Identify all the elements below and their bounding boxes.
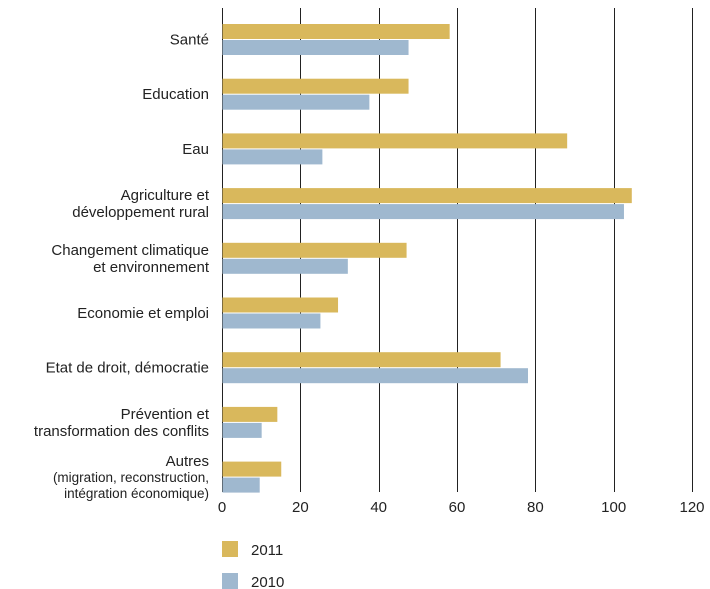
category-label: (migration, reconstruction, bbox=[53, 470, 209, 485]
bar-2011 bbox=[222, 133, 568, 149]
bar-2011 bbox=[222, 78, 409, 94]
category-label: transformation des conflits bbox=[34, 423, 209, 440]
category-label: Santé bbox=[170, 32, 209, 49]
bar-2011 bbox=[222, 352, 501, 368]
bar-2011 bbox=[222, 24, 450, 39]
category-label: Autres bbox=[166, 453, 209, 470]
category-label: Changement climatique bbox=[51, 242, 209, 259]
bar-2010 bbox=[222, 204, 624, 220]
x-tick-label: 80 bbox=[527, 499, 544, 516]
category-label: développement rural bbox=[72, 204, 209, 221]
category-label: et environnement bbox=[93, 259, 210, 276]
legend-swatch-2011 bbox=[222, 541, 238, 557]
legend: 2011 2010 bbox=[222, 541, 284, 589]
category-labels: Santé Education Eau Agriculture etdéveloppe… bbox=[34, 32, 210, 502]
category-label: Economie et emploi bbox=[77, 305, 209, 322]
bar-2010 bbox=[222, 313, 321, 329]
x-tick-label: 40 bbox=[370, 499, 387, 516]
bar-2011 bbox=[222, 461, 282, 477]
bar-2010 bbox=[222, 477, 260, 493]
bar-2010 bbox=[222, 368, 528, 384]
x-tick-label: 20 bbox=[292, 499, 309, 516]
x-tick-label: 100 bbox=[601, 499, 626, 516]
x-tick-labels: 0 20 40 60 80 100 120 bbox=[218, 499, 705, 516]
x-tick-label: 120 bbox=[679, 499, 704, 516]
legend-swatch-2010 bbox=[222, 573, 238, 589]
legend-label-2011: 2011 bbox=[251, 542, 283, 559]
bar-2011 bbox=[222, 188, 632, 204]
bar-2010 bbox=[222, 258, 348, 274]
bars-group bbox=[222, 24, 632, 493]
x-tick-label: 0 bbox=[218, 499, 226, 516]
category-label: Agriculture et bbox=[121, 187, 210, 204]
category-label: Education bbox=[142, 86, 209, 103]
category-label: Prévention et bbox=[121, 406, 210, 423]
legend-label-2010: 2010 bbox=[251, 574, 284, 589]
category-label: Eau bbox=[182, 141, 209, 158]
bar-2011 bbox=[222, 242, 407, 258]
bar-2011 bbox=[222, 406, 278, 422]
category-label: Etat de droit, démocratie bbox=[46, 360, 209, 377]
category-label: intégration économique) bbox=[64, 486, 209, 501]
bar-2010 bbox=[222, 40, 409, 55]
x-tick-label: 60 bbox=[449, 499, 466, 516]
bar-2010 bbox=[222, 422, 262, 438]
bar-2011 bbox=[222, 297, 339, 313]
bar-2010 bbox=[222, 94, 370, 110]
bar-2010 bbox=[222, 149, 323, 165]
